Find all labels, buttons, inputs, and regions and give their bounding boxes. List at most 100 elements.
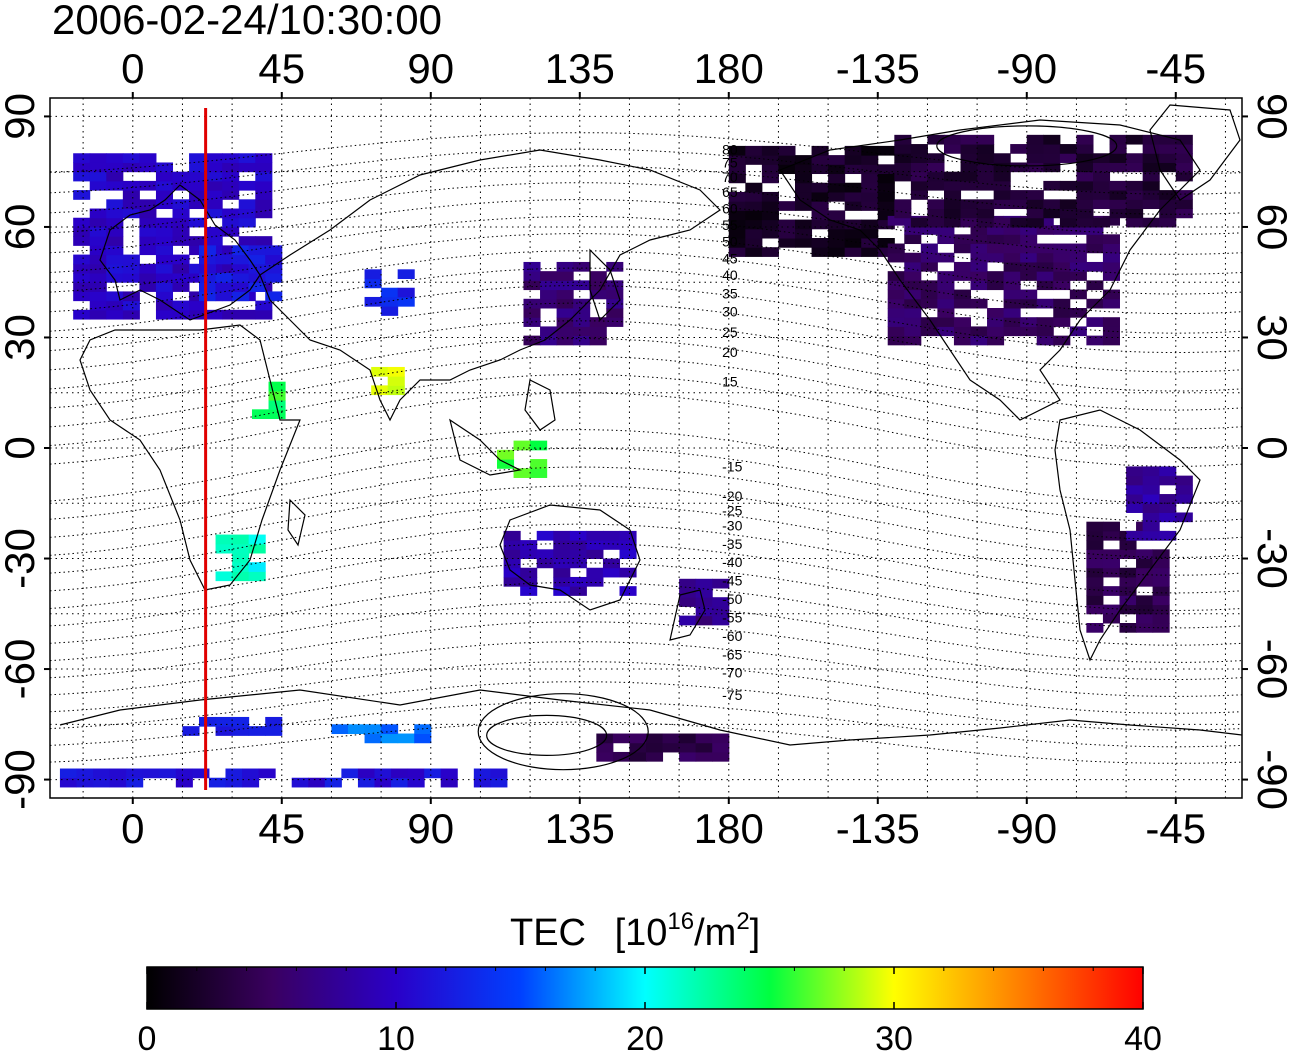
tec-cell-0 — [122, 309, 140, 320]
tec-cell-3 — [589, 271, 607, 281]
tec-cell-15 — [679, 733, 697, 744]
tec-cell-10 — [960, 162, 978, 173]
tec-cell-11 — [1136, 567, 1154, 578]
tec-cell-3 — [573, 326, 591, 337]
tec-cell-8 — [811, 191, 829, 202]
tec-cell-9 — [1053, 243, 1071, 254]
contour-label: -25 — [722, 503, 742, 519]
tec-cell-15 — [712, 742, 730, 753]
tec-cell-0 — [106, 208, 124, 219]
tec-cell-2 — [381, 296, 399, 307]
tec-cell-3 — [606, 261, 624, 272]
tec-cell-0 — [189, 190, 207, 200]
tec-cell-0 — [255, 309, 273, 320]
tec-cell-10 — [1175, 153, 1193, 163]
tec-cell-10 — [1159, 217, 1177, 228]
tec-cell-10 — [894, 208, 912, 219]
tec-cell-13 — [712, 615, 730, 626]
tec-cell-0 — [89, 208, 107, 219]
tec-cell-9 — [937, 280, 955, 291]
tec-cell-0 — [139, 236, 157, 246]
tec-cell-10 — [993, 162, 1011, 173]
tec-cell-0 — [139, 273, 157, 283]
tec-cell-11 — [1086, 530, 1104, 541]
tec-cell-0 — [122, 153, 140, 163]
tec-cell-10 — [977, 162, 995, 173]
tec-cell-7 — [268, 409, 286, 420]
colorbar-tick-label: 10 — [377, 1020, 415, 1057]
tec-cell-3 — [589, 335, 607, 346]
tec-cell-10 — [1026, 144, 1044, 154]
tec-cell-16 — [357, 777, 375, 788]
contour-line — [50, 701, 1242, 748]
tec-cell-0 — [172, 217, 190, 228]
bottom-tick-label: -135 — [836, 805, 920, 852]
tec-cell-0 — [73, 309, 91, 320]
tec-cell-9 — [887, 215, 905, 226]
contour-label: -50 — [722, 591, 742, 607]
contour-line — [50, 661, 1242, 714]
tec-cell-10 — [993, 217, 1011, 228]
tec-cell-0 — [222, 245, 240, 256]
tec-cell-9 — [1053, 271, 1071, 281]
tec-cell-16 — [109, 777, 127, 788]
tec-cell-8 — [778, 155, 796, 165]
tec-cell-8 — [745, 219, 763, 230]
tec-cell-3 — [540, 289, 558, 300]
tec-cell-9 — [1102, 298, 1120, 309]
tec-cell-15 — [679, 742, 697, 753]
tec-cell-8 — [861, 145, 879, 156]
tec-cell-0 — [89, 217, 107, 228]
tec-cell-0 — [238, 162, 256, 173]
tec-cell-8 — [877, 210, 895, 221]
tec-cell-13 — [712, 597, 730, 607]
colorbar-unit-mid: /m — [694, 912, 736, 954]
tec-cell-9 — [920, 298, 938, 309]
tec-cell-8 — [877, 238, 895, 248]
tec-cell-0 — [255, 300, 273, 311]
tec-cell-9 — [1053, 261, 1071, 272]
tec-cell-0 — [172, 226, 190, 237]
contour-label: 60 — [722, 201, 738, 217]
contour-line — [50, 447, 1242, 522]
tec-cell-15 — [596, 733, 614, 744]
tec-cell-0 — [222, 208, 240, 219]
tec-cell-9 — [1086, 298, 1104, 309]
tec-cell-10 — [1026, 134, 1044, 145]
colorbar-ticks: 0 10 20 30 40 — [138, 967, 1162, 1057]
tec-cell-0 — [155, 190, 174, 200]
tec-cell-9 — [953, 298, 971, 309]
left-tick-label: -90 — [0, 749, 43, 810]
tec-cell-0 — [172, 282, 190, 292]
tec-cell-8 — [861, 219, 879, 230]
frame-tick-right — [1242, 336, 1248, 339]
tec-cell-10 — [1159, 208, 1177, 219]
tec-cell-14 — [619, 549, 637, 560]
frame-ticks — [44, 92, 1248, 804]
tec-cell-10 — [1026, 162, 1044, 173]
tec-cell-11 — [1136, 604, 1154, 615]
tec-cell-3 — [523, 271, 541, 281]
tec-cell-0 — [106, 300, 124, 311]
tec-cell-14 — [553, 540, 571, 550]
tec-cell-8 — [745, 247, 763, 257]
tec-cell-8 — [761, 247, 779, 257]
tec-cell-12 — [1142, 521, 1160, 532]
tec-cell-10 — [1126, 153, 1144, 163]
tec-cell-0 — [172, 273, 190, 283]
contour-label: 25 — [722, 324, 738, 340]
tec-cell-16 — [93, 768, 111, 779]
tec-cell-9 — [904, 289, 922, 300]
tec-cell-1 — [248, 254, 266, 265]
tec-cell-0 — [106, 171, 124, 182]
tec-cell-7 — [268, 390, 286, 401]
tec-cell-15 — [679, 751, 697, 762]
tec-cell-0 — [139, 180, 157, 191]
tec-cell-0 — [172, 254, 190, 265]
tec-cell-10 — [894, 199, 912, 210]
tec-cell-0 — [155, 226, 174, 237]
tec-cell-9 — [937, 225, 955, 235]
tec-cell-14 — [503, 567, 521, 578]
tec-cell-13 — [679, 615, 697, 626]
tec-cell-10 — [1076, 199, 1094, 210]
